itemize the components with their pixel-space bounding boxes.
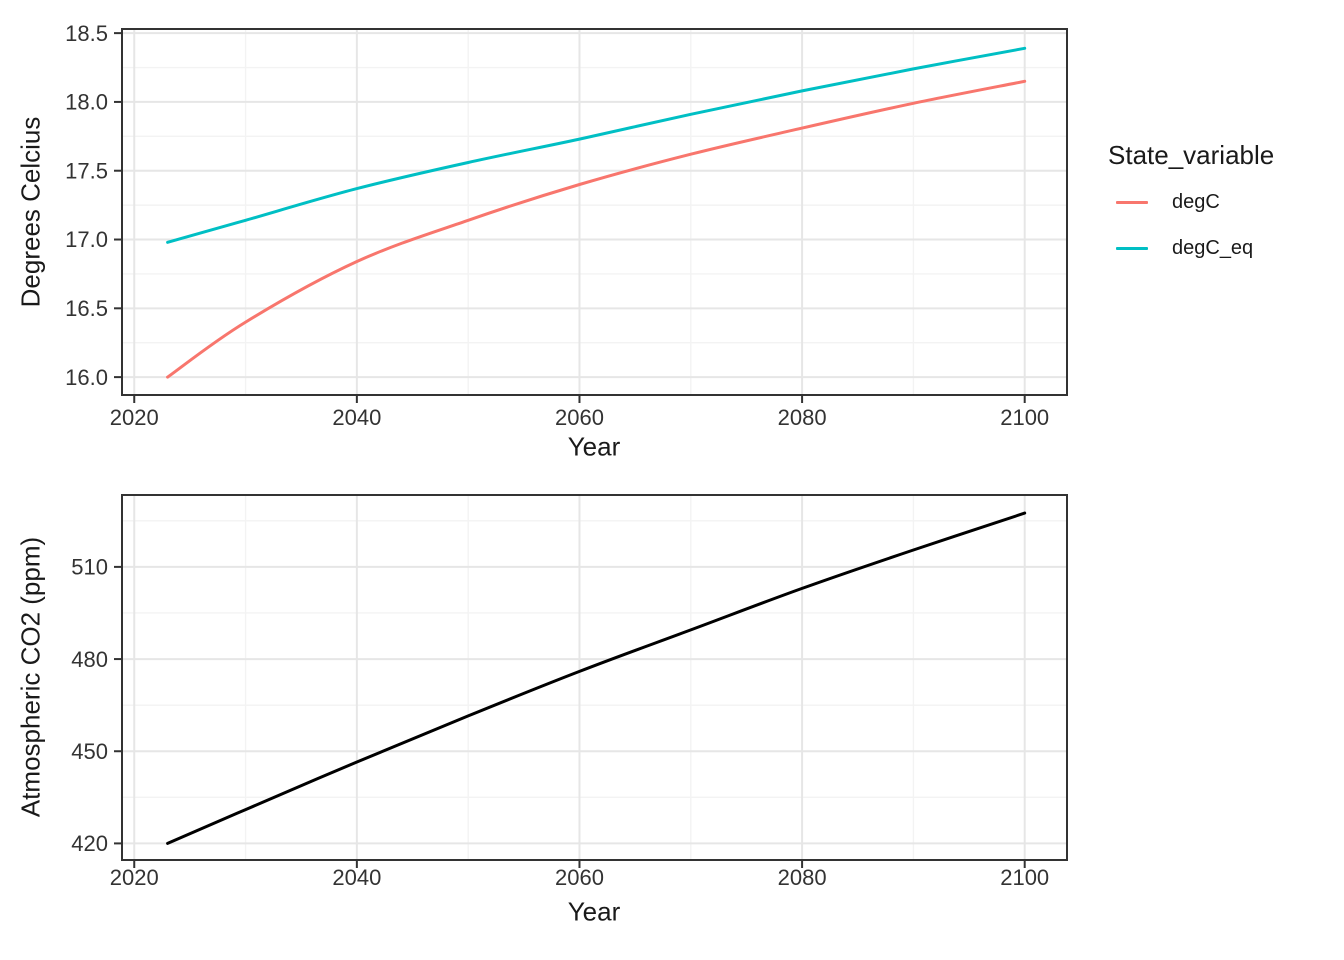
svg-text:2060: 2060 [555,405,604,430]
axis-tick-labels: 2020 2040 2060 2080 2100 16.0 16.5 17.0 17.5 18.0… [65,21,1049,430]
svg-text:2040: 2040 [332,405,381,430]
series-line-degc [166,79,1027,379]
axis-ticks [114,32,1026,403]
panel-border [121,494,1068,861]
legend-title: State_variable [1108,140,1275,170]
grid-major [122,29,1067,395]
x-axis-title-co2: Year [567,896,621,927]
svg-text:2080: 2080 [778,865,827,890]
svg-text:2080: 2080 [778,405,827,430]
legend-key-degc-eq-line-icon [1116,246,1148,250]
legend-label-degc-eq: degC_eq [1172,236,1254,259]
svg-text:480: 480 [71,647,108,672]
svg-text:450: 450 [71,739,108,764]
temperature-plot-area: 2020 2040 2060 2080 2100 16.0 16.5 17.0 17.5 18.0… [65,21,1068,430]
svg-text:16.0: 16.0 [65,365,108,390]
svg-text:2100: 2100 [1000,865,1049,890]
svg-text:18.0: 18.0 [65,90,108,115]
series-line-atmospheric-co2 [166,511,1027,845]
svg-text:2040: 2040 [332,865,381,890]
legend-key-degc-line-icon [1116,200,1148,204]
y-axis-title-co2: Atmospheric CO2 (ppm) [15,536,46,818]
legend-entry-degc: degC [1108,187,1338,217]
x-axis-title-temperature: Year [567,431,621,462]
grid-major [122,495,1067,860]
svg-text:2060: 2060 [555,865,604,890]
series-line-degc-eq [166,46,1027,244]
svg-text:420: 420 [71,831,108,856]
svg-text:510: 510 [71,555,108,580]
svg-text:2020: 2020 [110,405,159,430]
svg-text:17.0: 17.0 [65,227,108,252]
y-axis-title-temperature: Degrees Celcius [15,116,46,308]
svg-text:18.5: 18.5 [65,21,108,46]
axis-tick-labels: 2020 2040 2060 2080 2100 420 450 480 510 [71,555,1049,890]
grid-minor [122,495,1067,860]
co2-plot-area: 2020 2040 2060 2080 2100 420 450 480 510 [71,494,1068,890]
legend-entry-degc-eq: degC_eq [1108,233,1338,263]
svg-text:2100: 2100 [1000,405,1049,430]
svg-text:16.5: 16.5 [65,296,108,321]
axis-ticks [114,565,1026,868]
grid-minor [122,29,1067,395]
legend-label-degc: degC [1172,190,1220,213]
svg-text:17.5: 17.5 [65,158,108,183]
panel-border [121,28,1068,396]
svg-text:2020: 2020 [110,865,159,890]
legend: State_variable degC degC_eq [1108,140,1338,263]
